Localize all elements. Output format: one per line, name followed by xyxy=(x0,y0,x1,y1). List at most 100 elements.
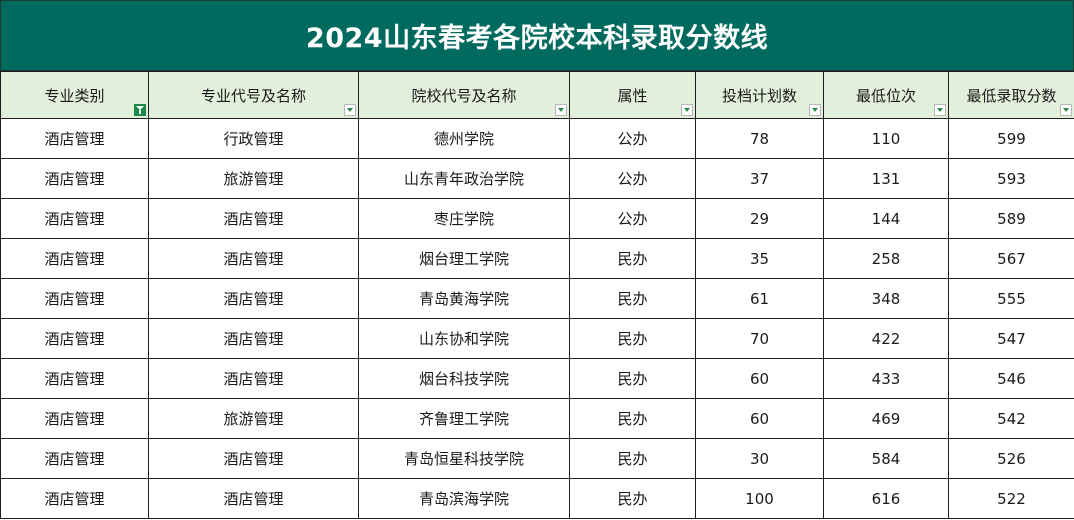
table-cell[interactable]: 酒店管理 xyxy=(148,358,359,399)
table-cell[interactable]: 酒店管理 xyxy=(148,478,359,519)
filter-active-icon[interactable] xyxy=(134,104,146,116)
table-cell[interactable]: 469 xyxy=(823,398,949,439)
table-cell[interactable]: 422 xyxy=(823,318,949,359)
table-cell[interactable]: 433 xyxy=(823,358,949,399)
table-cell[interactable]: 民办 xyxy=(569,278,696,319)
table-cell[interactable]: 酒店管理 xyxy=(148,238,359,279)
table-cell[interactable]: 烟台科技学院 xyxy=(358,358,570,399)
table-cell[interactable]: 酒店管理 xyxy=(148,438,359,479)
table-cell[interactable]: 旅游管理 xyxy=(148,398,359,439)
table-cell[interactable]: 青岛恒星科技学院 xyxy=(358,438,570,479)
table-cell[interactable]: 青岛滨海学院 xyxy=(358,478,570,519)
table-cell[interactable]: 枣庄学院 xyxy=(358,198,570,239)
filter-dropdown-icon[interactable] xyxy=(809,104,821,116)
table-cell[interactable]: 民办 xyxy=(569,358,696,399)
table-cell[interactable]: 30 xyxy=(695,438,824,479)
table-cell[interactable]: 民办 xyxy=(569,318,696,359)
filter-dropdown-icon[interactable] xyxy=(934,104,946,116)
table-cell[interactable]: 35 xyxy=(695,238,824,279)
table-cell[interactable]: 60 xyxy=(695,358,824,399)
header-label: 专业代号及名称 xyxy=(200,86,306,105)
table-cell[interactable]: 567 xyxy=(948,238,1074,279)
table-cell[interactable]: 110 xyxy=(823,118,949,159)
table-cell[interactable]: 70 xyxy=(695,318,824,359)
table-cell[interactable]: 民办 xyxy=(569,238,696,279)
filter-dropdown-icon[interactable] xyxy=(681,104,693,116)
table-cell[interactable]: 589 xyxy=(948,198,1074,239)
table-cell[interactable]: 258 xyxy=(823,238,949,279)
header-label: 最低位次 xyxy=(855,86,916,105)
table-cell[interactable]: 公办 xyxy=(569,198,696,239)
table-cell[interactable]: 144 xyxy=(823,198,949,239)
table-cell[interactable]: 酒店管理 xyxy=(0,198,149,239)
table-row: 酒店管理 酒店管理 烟台理工学院 民办 35 258 567 xyxy=(0,238,1074,279)
table-cell[interactable]: 酒店管理 xyxy=(0,358,149,399)
table-cell[interactable]: 酒店管理 xyxy=(0,278,149,319)
table-cell[interactable]: 山东青年政治学院 xyxy=(358,158,570,199)
header-cell-plan-count[interactable]: 投档计划数 xyxy=(695,71,824,119)
table-row: 酒店管理 酒店管理 山东协和学院 民办 70 422 547 xyxy=(0,318,1074,359)
header-cell-major-category[interactable]: 专业类别 xyxy=(0,71,149,119)
header-cell-school-code[interactable]: 院校代号及名称 xyxy=(358,71,570,119)
table-cell[interactable]: 行政管理 xyxy=(148,118,359,159)
table-cell[interactable]: 616 xyxy=(823,478,949,519)
table-row: 酒店管理 酒店管理 青岛黄海学院 民办 61 348 555 xyxy=(0,278,1074,319)
table-cell[interactable]: 593 xyxy=(948,158,1074,199)
table-cell[interactable]: 民办 xyxy=(569,398,696,439)
table-cell[interactable]: 酒店管理 xyxy=(148,278,359,319)
table-cell[interactable]: 旅游管理 xyxy=(148,158,359,199)
table-cell[interactable]: 522 xyxy=(948,478,1074,519)
table-row: 酒店管理 酒店管理 枣庄学院 公办 29 144 589 xyxy=(0,198,1074,239)
table-cell[interactable]: 酒店管理 xyxy=(148,198,359,239)
table-cell[interactable]: 酒店管理 xyxy=(0,398,149,439)
header-label: 投档计划数 xyxy=(721,86,797,105)
table-cell[interactable]: 61 xyxy=(695,278,824,319)
table-cell[interactable]: 酒店管理 xyxy=(0,118,149,159)
table-cell[interactable]: 100 xyxy=(695,478,824,519)
table-cell[interactable]: 酒店管理 xyxy=(0,238,149,279)
filter-dropdown-icon[interactable] xyxy=(555,104,567,116)
table-cell[interactable]: 599 xyxy=(948,118,1074,159)
table-cell[interactable]: 公办 xyxy=(569,158,696,199)
table-cell[interactable]: 公办 xyxy=(569,118,696,159)
header-cell-min-score[interactable]: 最低录取分数 xyxy=(948,71,1074,119)
header-label: 院校代号及名称 xyxy=(411,86,517,105)
table-cell[interactable]: 547 xyxy=(948,318,1074,359)
filter-dropdown-icon[interactable] xyxy=(344,104,356,116)
table-cell[interactable]: 烟台理工学院 xyxy=(358,238,570,279)
header-label: 属性 xyxy=(617,86,648,105)
table-cell[interactable]: 民办 xyxy=(569,438,696,479)
table-cell[interactable]: 37 xyxy=(695,158,824,199)
table-cell[interactable]: 542 xyxy=(948,398,1074,439)
table-cell[interactable]: 酒店管理 xyxy=(0,478,149,519)
table-cell[interactable]: 546 xyxy=(948,358,1074,399)
sheet-title[interactable]: 2024山东春考各院校本科录取分数线 xyxy=(0,0,1074,71)
table-row: 酒店管理 酒店管理 青岛恒星科技学院 民办 30 584 526 xyxy=(0,438,1074,479)
data-table: 专业类别 专业代号及名称 院校代号及名称 属性 投档计划数 xyxy=(0,71,1074,519)
table-row: 酒店管理 酒店管理 烟台科技学院 民办 60 433 546 xyxy=(0,358,1074,399)
table-cell[interactable]: 60 xyxy=(695,398,824,439)
table-cell[interactable]: 348 xyxy=(823,278,949,319)
table-cell[interactable]: 酒店管理 xyxy=(0,318,149,359)
table-cell[interactable]: 山东协和学院 xyxy=(358,318,570,359)
header-cell-major-code[interactable]: 专业代号及名称 xyxy=(148,71,359,119)
table-cell[interactable]: 民办 xyxy=(569,478,696,519)
filter-dropdown-icon[interactable] xyxy=(1060,104,1072,116)
table-cell[interactable]: 德州学院 xyxy=(358,118,570,159)
table-cell[interactable]: 584 xyxy=(823,438,949,479)
table-cell[interactable]: 青岛黄海学院 xyxy=(358,278,570,319)
header-cell-attribute[interactable]: 属性 xyxy=(569,71,696,119)
table-cell[interactable]: 29 xyxy=(695,198,824,239)
table-cell[interactable]: 酒店管理 xyxy=(0,438,149,479)
table-cell[interactable]: 78 xyxy=(695,118,824,159)
table-cell[interactable]: 酒店管理 xyxy=(0,158,149,199)
header-cell-min-rank[interactable]: 最低位次 xyxy=(823,71,949,119)
table-cell[interactable]: 131 xyxy=(823,158,949,199)
table-row: 酒店管理 酒店管理 青岛滨海学院 民办 100 616 522 xyxy=(0,478,1074,519)
table-cell[interactable]: 555 xyxy=(948,278,1074,319)
table-cell[interactable]: 酒店管理 xyxy=(148,318,359,359)
table-cell[interactable]: 齐鲁理工学院 xyxy=(358,398,570,439)
table-cell[interactable]: 526 xyxy=(948,438,1074,479)
table-row: 酒店管理 旅游管理 齐鲁理工学院 民办 60 469 542 xyxy=(0,398,1074,439)
